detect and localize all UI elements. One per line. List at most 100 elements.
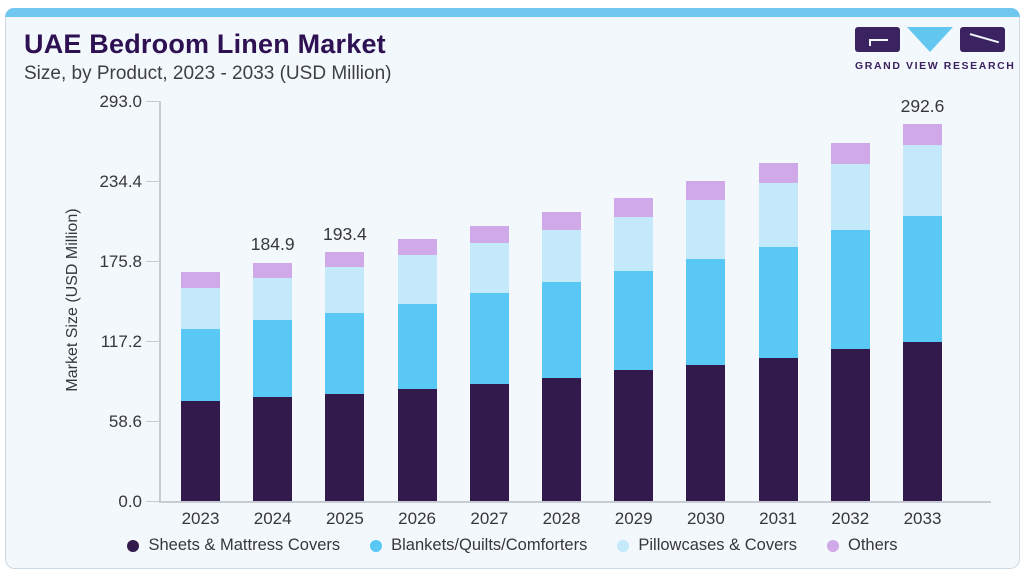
legend-label: Sheets & Mattress Covers (148, 536, 341, 554)
logo-text: GRAND VIEW RESEARCH (855, 60, 1016, 72)
bar-segment (614, 198, 654, 217)
bar-segment (686, 365, 726, 501)
bar-total-label: 184.9 (250, 234, 295, 255)
bar-segment (614, 271, 654, 371)
bar-segment (253, 277, 293, 321)
bar-segment (181, 329, 220, 402)
bar-segment (830, 229, 870, 350)
y-axis-tick-label: 0.0 (118, 492, 142, 511)
bar-segment (830, 349, 870, 501)
bar-segment (542, 230, 581, 282)
bar-2024 (253, 262, 293, 501)
bar-segment (469, 292, 509, 384)
bar-2023 (181, 272, 220, 501)
y-axis-tick (146, 341, 159, 342)
legend-item: Others (827, 536, 898, 555)
x-axis-label: 2033 (903, 509, 942, 528)
x-axis-label: 2032 (831, 509, 870, 528)
bar-2026 (397, 239, 437, 501)
bar-segment (253, 396, 293, 501)
y-axis-tick (146, 101, 159, 102)
legend-item: Sheets & Mattress Covers (127, 536, 340, 555)
x-axis-label: 2023 (181, 509, 220, 528)
bar-segment (830, 143, 870, 165)
y-axis-title: Market Size (USD Million) (64, 208, 81, 392)
bar-segment (542, 212, 581, 230)
legend-dot-icon (827, 539, 839, 552)
logo-r-block (960, 27, 1005, 53)
logo-g-block (855, 27, 900, 52)
bar-2031 (758, 162, 798, 501)
bar-2028 (542, 212, 581, 501)
logo-r-glyph (966, 33, 1000, 53)
y-axis-tick-label: 58.6 (108, 412, 142, 431)
bar-segment (903, 145, 942, 216)
x-axis-line (159, 501, 991, 503)
bar-segment (181, 287, 220, 330)
bar-segment (903, 341, 942, 501)
y-axis-tick-label: 293.0 (99, 92, 142, 111)
bar-2032 (830, 143, 870, 501)
bar-segment (758, 246, 798, 358)
legend-label: Others (848, 536, 898, 554)
top-accent-bar (5, 8, 1020, 17)
bar-segment (181, 401, 220, 501)
bar-segment (253, 320, 293, 397)
y-axis-tick (146, 501, 159, 502)
x-axis-label: 2027 (470, 509, 509, 528)
page-subtitle: Size, by Product, 2023 - 2033 (USD Milli… (24, 63, 392, 84)
legend-item: Blankets/Quilts/Comforters (370, 536, 587, 555)
bar-segment (469, 226, 509, 243)
y-axis-tick (146, 261, 159, 262)
bar-segment (253, 262, 293, 278)
bar-segment (325, 312, 365, 394)
bar-segment (830, 164, 870, 230)
bar-segment (758, 357, 798, 501)
bar-segment (758, 162, 798, 183)
chart-card: UAE Bedroom Linen Market Size, by Produc… (5, 8, 1020, 569)
legend-dot-icon (370, 539, 383, 552)
bar-segment (469, 383, 509, 501)
bar-segment (181, 272, 220, 288)
x-axis-label: 2024 (253, 509, 292, 528)
x-axis-label: 2030 (686, 509, 725, 528)
y-axis-line (159, 101, 161, 501)
legend-dot-icon (617, 539, 630, 552)
legend-label: Pillowcases & Covers (638, 536, 797, 554)
x-axis-label: 2028 (542, 509, 581, 528)
y-axis-tick (146, 181, 159, 182)
bar-segment (325, 393, 365, 501)
legend-dot-icon (127, 539, 140, 552)
bar-segment (542, 377, 581, 501)
bar-segment (614, 216, 654, 271)
chart-legend: Sheets & Mattress Covers Blankets/Quilts/… (6, 536, 1019, 555)
y-axis-tick-label: 117.2 (100, 332, 142, 351)
bar-segment (614, 370, 654, 501)
bar-segment (542, 281, 581, 378)
bar-segment (469, 242, 509, 293)
x-axis-label: 2029 (614, 509, 653, 528)
bar-2029 (614, 198, 654, 501)
y-axis-tick-label: 175.8 (99, 252, 142, 271)
bar-2033 (903, 123, 942, 501)
bar-segment (325, 267, 365, 313)
bar-segment (686, 181, 726, 201)
bar-segment (758, 182, 798, 247)
bar-segment (903, 215, 942, 342)
legend-label: Blankets/Quilts/Comforters (391, 536, 588, 554)
bar-segment (397, 388, 437, 501)
y-axis-tick (146, 421, 159, 422)
bar-segment (903, 123, 942, 146)
bar-2030 (686, 181, 726, 501)
bar-2025 (325, 251, 365, 501)
x-axis-label: 2031 (759, 509, 797, 528)
bar-segment (686, 200, 726, 260)
bar-segment (397, 239, 437, 256)
bar-segment (325, 251, 365, 268)
logo-v-triangle-icon (907, 27, 953, 52)
logo-g-glyph (869, 39, 888, 46)
bar-segment (686, 259, 726, 366)
x-axis-label: 2025 (325, 509, 364, 528)
x-axis-label: 2026 (398, 509, 436, 528)
